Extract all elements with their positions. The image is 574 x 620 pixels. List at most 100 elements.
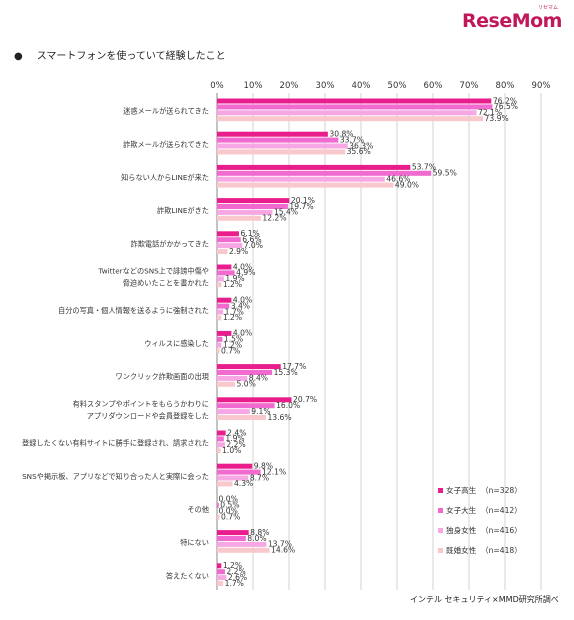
data-label: 6.6%: [242, 235, 261, 244]
data-label: 1.0%: [222, 446, 241, 455]
bar: [217, 116, 484, 122]
bar: [217, 104, 493, 110]
data-label: 17.7%: [282, 362, 306, 371]
bar: [217, 364, 281, 370]
data-label: 36.3%: [349, 141, 373, 150]
category-label: 脅迫めいたことを書かれた: [123, 279, 209, 288]
data-label: 20.1%: [291, 196, 315, 205]
x-tick-label: 80%: [496, 81, 515, 91]
data-label: 13.7%: [268, 540, 292, 549]
bar: [217, 442, 225, 448]
bar: [217, 98, 492, 104]
data-label: 76.5%: [494, 102, 518, 111]
bar: [217, 282, 222, 288]
chart-title-row: ● スマートフォンを使っていて経験したこと: [14, 47, 226, 62]
data-label: 53.7%: [412, 163, 436, 172]
bar: [217, 330, 232, 336]
bar: [217, 297, 232, 303]
bar: [217, 409, 250, 415]
legend-n: （n=328）: [481, 486, 522, 495]
bar: [217, 381, 235, 387]
bar: [217, 131, 328, 137]
bar: [217, 502, 219, 508]
data-label: 4.9%: [236, 268, 255, 277]
data-label: 1.2%: [223, 561, 242, 570]
data-label: 0.0%: [219, 507, 238, 516]
category-label: その他: [187, 505, 209, 514]
category-label: 特にない: [180, 538, 209, 547]
data-label: 1.9%: [225, 434, 244, 443]
bar: [217, 303, 230, 309]
x-tick-label: 40%: [352, 81, 371, 91]
data-label: 15.4%: [274, 208, 298, 217]
data-label: 8.4%: [249, 374, 268, 383]
data-label: 6.1%: [240, 229, 259, 238]
x-tick-label: 0%: [210, 81, 224, 91]
bar: [217, 342, 222, 348]
bar: [217, 448, 221, 454]
data-label: 2.2%: [226, 567, 245, 576]
data-label: 0.7%: [221, 346, 240, 355]
category-label: 有料スタンプやポイントをもらうかわりに: [73, 399, 209, 408]
bar: [217, 110, 477, 116]
bar: [217, 336, 223, 342]
data-label: 30.8%: [329, 130, 353, 139]
data-label: 2.4%: [227, 428, 246, 437]
data-label: 12.1%: [262, 467, 286, 476]
x-tick-label: 20%: [280, 81, 299, 91]
data-label: 13.6%: [267, 413, 291, 422]
bar: [217, 270, 235, 276]
legend-swatch: [438, 508, 443, 513]
category-label: SNSや掲示板、アプリなどで知り合った人と実際に会った: [22, 472, 209, 481]
data-label: 1.9%: [225, 274, 244, 283]
bar: [217, 463, 253, 469]
x-tick-label: 10%: [244, 81, 263, 91]
data-label: 8.8%: [250, 528, 269, 537]
bar: [217, 243, 243, 249]
bar: [217, 563, 222, 569]
bar: [217, 469, 261, 475]
bar: [217, 348, 220, 354]
bar: [217, 547, 270, 553]
data-label: 4.3%: [234, 479, 253, 488]
data-label: 1.2%: [223, 313, 242, 322]
bar: [217, 541, 267, 547]
bar: [217, 403, 275, 409]
data-label: 2.6%: [228, 573, 247, 582]
bar: [217, 143, 348, 149]
bar: [217, 415, 266, 420]
bullet-icon: ●: [14, 51, 23, 62]
data-label: 8.7%: [250, 473, 269, 482]
bar: [217, 397, 292, 403]
data-label: 9.8%: [254, 462, 273, 471]
data-label: 16.0%: [276, 401, 300, 410]
data-label: 14.6%: [271, 546, 295, 555]
bar: [217, 164, 411, 170]
x-tick-label: 70%: [460, 81, 479, 91]
data-label: 12.2%: [262, 214, 286, 223]
bar: [217, 370, 273, 375]
bar: [217, 375, 248, 381]
category-label: TwitterなどのSNS上で誹謗中傷や: [98, 267, 209, 276]
data-label: 72.1%: [478, 108, 502, 117]
data-label: 1.5%: [224, 335, 243, 344]
data-label: 2.9%: [229, 247, 248, 256]
bar: [217, 530, 249, 536]
bar: [217, 536, 246, 541]
bar: [217, 231, 239, 237]
legend-n: （n=412）: [481, 506, 522, 515]
bar: [217, 209, 273, 215]
category-label: アプリダウンロードや会員登録をした: [87, 411, 209, 420]
bar: [217, 176, 385, 182]
data-label: 1.7%: [225, 579, 244, 588]
bar: [217, 264, 232, 270]
data-label: 8.0%: [247, 534, 266, 543]
legend-label: 既婚女性: [446, 545, 477, 555]
bar: [217, 481, 233, 487]
legend-swatch: [438, 488, 443, 493]
data-label: 33.7%: [340, 135, 364, 144]
data-label: 9.1%: [251, 407, 270, 416]
data-label: 20.7%: [293, 395, 317, 404]
bar: [217, 215, 261, 221]
